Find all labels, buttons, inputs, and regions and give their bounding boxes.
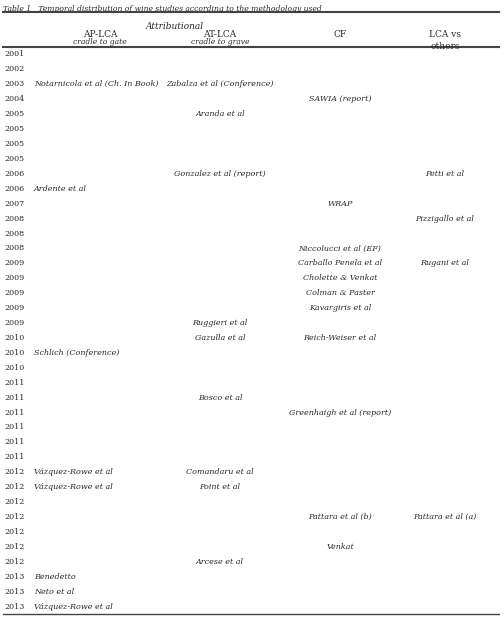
Text: 2012: 2012 (4, 513, 24, 521)
Text: 2013: 2013 (4, 602, 24, 610)
Text: Neto et al: Neto et al (34, 587, 74, 595)
Text: Greenhaigh et al (report): Greenhaigh et al (report) (289, 409, 391, 417)
Text: 2011: 2011 (4, 379, 24, 387)
Text: 2010: 2010 (4, 334, 24, 342)
Text: Kavargiris et al: Kavargiris et al (309, 304, 371, 312)
Text: Rugani et al: Rugani et al (420, 259, 469, 267)
Text: 2008: 2008 (4, 215, 24, 223)
Text: Benedetto: Benedetto (34, 573, 76, 581)
Text: AT-LCA: AT-LCA (204, 30, 236, 39)
Text: Pattara et al (b): Pattara et al (b) (308, 513, 372, 521)
Text: Pizzigallo et al: Pizzigallo et al (416, 215, 474, 223)
Text: Vázquez-Rowe et al: Vázquez-Rowe et al (34, 602, 113, 610)
Text: 2009: 2009 (4, 289, 24, 297)
Text: 2006: 2006 (4, 184, 24, 193)
Text: 2010: 2010 (4, 364, 24, 372)
Text: 2012: 2012 (4, 483, 24, 491)
Text: Bosco et al: Bosco et al (198, 394, 242, 402)
Text: AP-LCA: AP-LCA (83, 30, 117, 39)
Text: 2009: 2009 (4, 304, 24, 312)
Text: 2012: 2012 (4, 543, 24, 551)
Text: 2011: 2011 (4, 453, 24, 461)
Text: Zabalza et al (Conference): Zabalza et al (Conference) (166, 80, 274, 89)
Text: cradle to grave: cradle to grave (191, 38, 249, 46)
Text: 2005: 2005 (4, 140, 24, 148)
Text: Aranda et al: Aranda et al (195, 110, 245, 118)
Text: Point et al: Point et al (200, 483, 240, 491)
Text: Attributional: Attributional (146, 22, 204, 31)
Text: WRAP: WRAP (327, 200, 353, 207)
Text: Arcese et al: Arcese et al (196, 558, 244, 566)
Text: 2003: 2003 (4, 80, 24, 89)
Text: cradle to gate: cradle to gate (73, 38, 127, 46)
Text: Gonzalez et al (report): Gonzalez et al (report) (174, 170, 266, 178)
Text: 2013: 2013 (4, 587, 24, 595)
Text: Vázquez-Rowe et al: Vázquez-Rowe et al (34, 468, 113, 476)
Text: Ardente et al: Ardente et al (34, 184, 87, 193)
Text: 2008: 2008 (4, 245, 24, 253)
Text: 2012: 2012 (4, 558, 24, 566)
Text: 2005: 2005 (4, 155, 24, 163)
Text: LCA vs
others: LCA vs others (429, 30, 461, 51)
Text: 2012: 2012 (4, 528, 24, 536)
Text: CF: CF (333, 30, 347, 39)
Text: 2011: 2011 (4, 409, 24, 417)
Text: Colman & Paster: Colman & Paster (305, 289, 374, 297)
Text: 2010: 2010 (4, 349, 24, 357)
Text: 2009: 2009 (4, 259, 24, 267)
Text: Vázquez-Rowe et al: Vázquez-Rowe et al (34, 483, 113, 491)
Text: Pattara et al (a): Pattara et al (a) (413, 513, 477, 521)
Text: Reich-Weiser et al: Reich-Weiser et al (303, 334, 376, 342)
Text: 2006: 2006 (4, 170, 24, 178)
Text: Schlich (Conference): Schlich (Conference) (34, 349, 119, 357)
Text: 2012: 2012 (4, 498, 24, 506)
Text: Ruggieri et al: Ruggieri et al (193, 319, 247, 327)
Text: 2009: 2009 (4, 274, 24, 282)
Text: Niccolucci et al (EF): Niccolucci et al (EF) (298, 245, 382, 253)
Text: Table 1   Temporal distribution of wine studies according to the methodology use: Table 1 Temporal distribution of wine st… (3, 5, 322, 13)
Text: 2007: 2007 (4, 200, 24, 207)
Text: 2001: 2001 (4, 51, 24, 58)
Text: Notarnicola et al (Ch. In Book): Notarnicola et al (Ch. In Book) (34, 80, 158, 89)
Text: 2002: 2002 (4, 66, 24, 74)
Text: Venkat: Venkat (326, 543, 354, 551)
Text: Comandaru et al: Comandaru et al (186, 468, 254, 476)
Text: 2012: 2012 (4, 468, 24, 476)
Text: Gazulla et al: Gazulla et al (195, 334, 245, 342)
Text: 2011: 2011 (4, 423, 24, 431)
Text: 2013: 2013 (4, 573, 24, 581)
Text: 2005: 2005 (4, 125, 24, 133)
Text: 2011: 2011 (4, 438, 24, 446)
Text: SAWIA (report): SAWIA (report) (309, 95, 371, 103)
Text: 2008: 2008 (4, 230, 24, 238)
Text: Petti et al: Petti et al (425, 170, 465, 178)
Text: Carballo Penela et al: Carballo Penela et al (298, 259, 382, 267)
Text: Cholette & Venkat: Cholette & Venkat (303, 274, 377, 282)
Text: 2009: 2009 (4, 319, 24, 327)
Text: 2011: 2011 (4, 394, 24, 402)
Text: 2005: 2005 (4, 110, 24, 118)
Text: 2004: 2004 (4, 95, 24, 103)
